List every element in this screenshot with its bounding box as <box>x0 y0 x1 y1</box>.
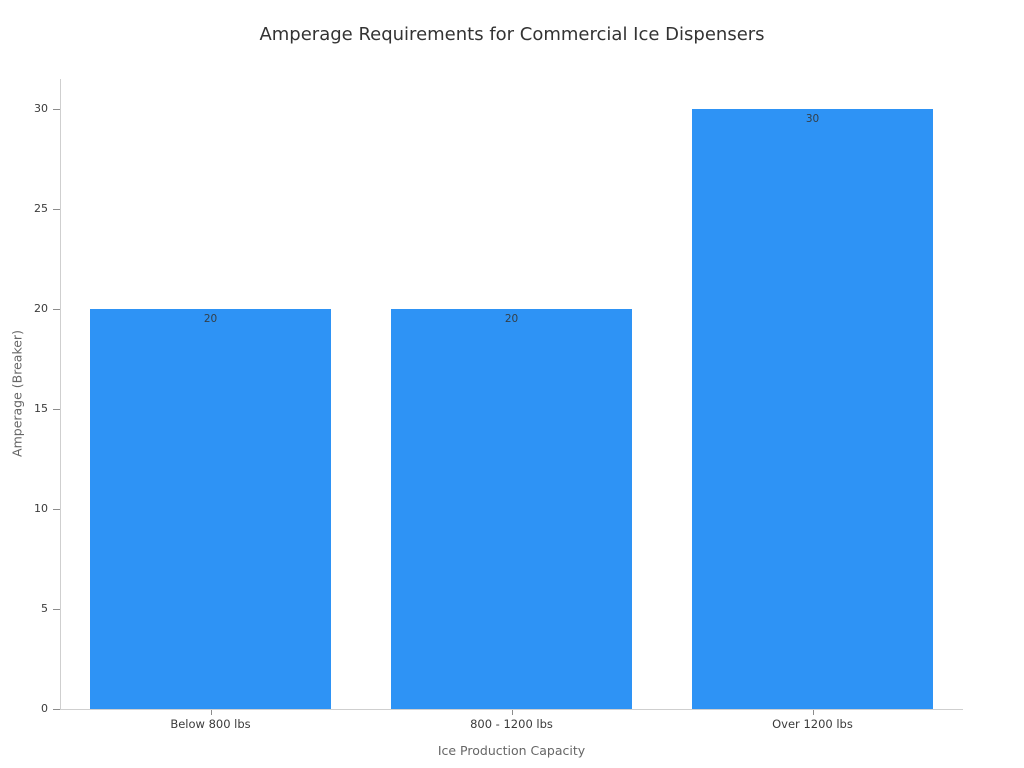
x-axis-title: Ice Production Capacity <box>437 743 586 758</box>
x-tick-label: 800 - 1200 lbs <box>470 717 553 731</box>
bar-value-label: 20 <box>203 313 218 325</box>
y-tick-mark <box>53 409 60 410</box>
x-tick-label: Over 1200 lbs <box>772 717 853 731</box>
y-axis-line <box>60 79 61 710</box>
bar-3 <box>692 109 933 709</box>
y-tick-mark <box>53 109 60 110</box>
y-tick-label: 25 <box>34 202 48 215</box>
y-axis-title: Amperage (Breaker) <box>9 330 25 457</box>
y-tick-mark <box>53 309 60 310</box>
bar-2 <box>391 309 632 709</box>
y-tick-label: 5 <box>41 602 48 615</box>
x-tick-label: Below 800 lbs <box>170 717 251 731</box>
chart-title: Amperage Requirements for Commercial Ice… <box>259 24 765 45</box>
bar-1 <box>90 309 331 709</box>
y-tick-label: 20 <box>34 302 48 315</box>
y-tick-mark <box>53 509 60 510</box>
bar-value-label: 30 <box>805 113 820 125</box>
y-tick-label: 15 <box>34 402 48 415</box>
y-tick-mark <box>53 209 60 210</box>
y-tick-label: 0 <box>41 702 48 715</box>
x-tick-mark <box>210 710 212 715</box>
bar-value-label: 20 <box>504 313 519 325</box>
y-tick-label: 10 <box>34 502 48 515</box>
x-tick-mark <box>511 710 513 715</box>
y-tick-label: 30 <box>34 102 48 115</box>
y-tick-mark <box>53 709 60 710</box>
x-tick-mark <box>812 710 814 715</box>
x-axis-line <box>60 709 963 710</box>
y-tick-mark <box>53 609 60 610</box>
